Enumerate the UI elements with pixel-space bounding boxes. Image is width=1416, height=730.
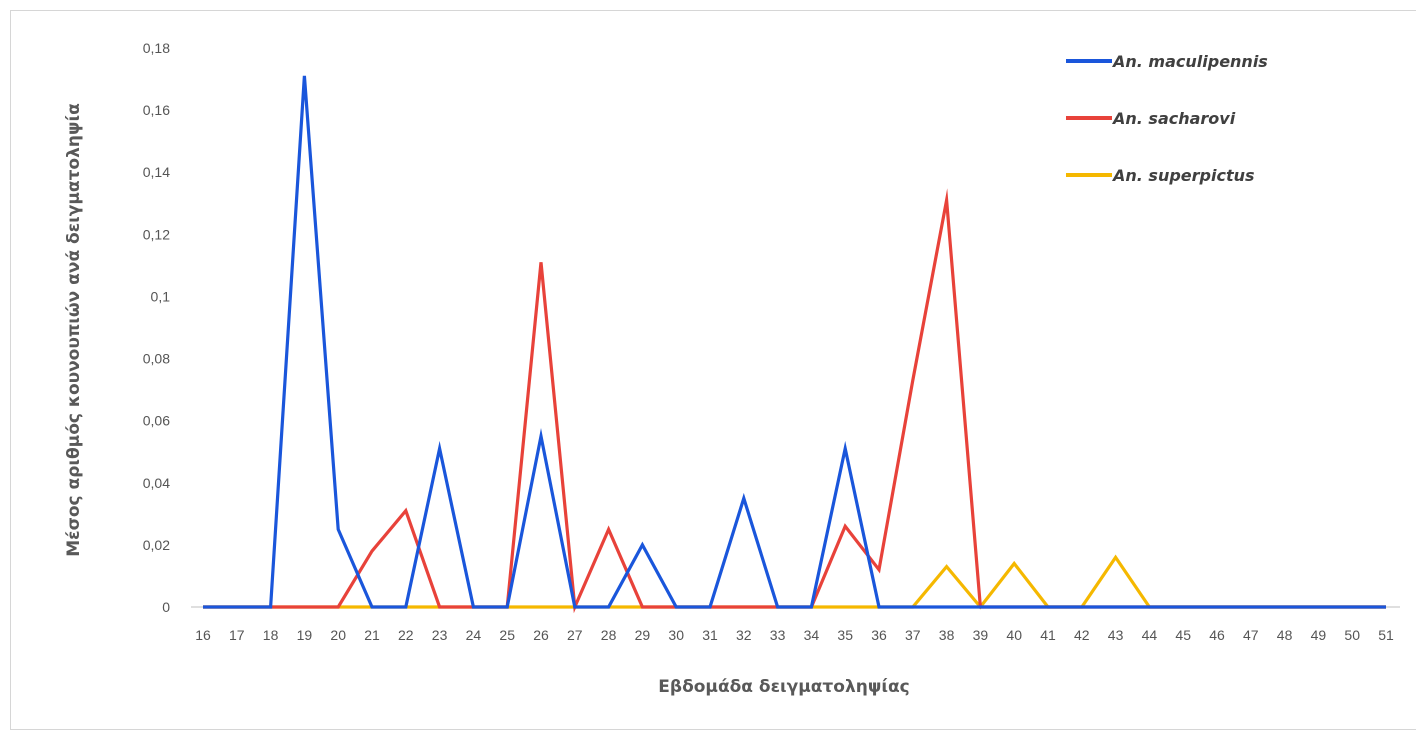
- x-tick-label: 31: [702, 627, 718, 643]
- y-tick-label: 0,12: [143, 226, 170, 242]
- legend-label: An. maculipennis: [1111, 52, 1268, 71]
- x-tick-label: 32: [736, 627, 752, 643]
- y-tick-label: 0: [162, 599, 170, 615]
- chart-frame: [10, 10, 1416, 730]
- x-tick-label: 21: [364, 627, 380, 643]
- x-tick-label: 16: [195, 627, 211, 643]
- x-tick-label: 28: [601, 627, 617, 643]
- x-tick-label: 24: [466, 627, 482, 643]
- series-line-an-superpictus: [203, 554, 1386, 610]
- legend-label: An. superpictus: [1111, 166, 1255, 185]
- x-tick-label: 33: [770, 627, 786, 643]
- x-axis-ticks: 16 17 18 19 20 21 22 23 24 25 26 27 28 29 30 31 32 33 34 35…: [195, 627, 1394, 643]
- y-tick-label: 0,16: [143, 102, 170, 118]
- legend-label: An. sacharovi: [1111, 109, 1236, 128]
- series-line-an-maculipennis: [203, 75, 1386, 609]
- x-tick-label: 26: [533, 627, 549, 643]
- x-axis-title: Εβδομάδα δειγματοληψίας: [658, 677, 909, 697]
- y-tick-label: 0,04: [143, 475, 170, 491]
- x-tick-label: 41: [1040, 627, 1056, 643]
- y-axis-ticks: 0 0,02 0,04 0,06 0,08 0,1 0,12 0,14 0,16 0,18: [143, 40, 170, 615]
- x-tick-label: 37: [905, 627, 921, 643]
- x-tick-label: 34: [804, 627, 820, 643]
- x-tick-label: 39: [973, 627, 989, 643]
- x-tick-label: 51: [1378, 627, 1394, 643]
- series-lines: [203, 75, 1386, 614]
- y-tick-label: 0,06: [143, 413, 170, 429]
- series-line-an-sacharovi: [203, 188, 1386, 614]
- x-tick-label: 45: [1175, 627, 1191, 643]
- x-tick-label: 23: [432, 627, 448, 643]
- x-tick-label: 35: [837, 627, 853, 643]
- x-tick-label: 50: [1344, 627, 1360, 643]
- x-tick-label: 46: [1209, 627, 1225, 643]
- x-tick-label: 30: [668, 627, 684, 643]
- x-tick-label: 19: [297, 627, 313, 643]
- x-tick-label: 27: [567, 627, 583, 643]
- x-tick-label: 47: [1243, 627, 1259, 643]
- y-tick-label: 0,14: [143, 164, 170, 180]
- x-tick-label: 43: [1108, 627, 1124, 643]
- x-tick-label: 38: [939, 627, 955, 643]
- y-axis-title: Μέσος αριθμός κουνουπιών ανά δειγματοληψ…: [64, 103, 84, 557]
- x-tick-label: 49: [1311, 627, 1327, 643]
- x-tick-label: 18: [263, 627, 279, 643]
- x-tick-label: 36: [871, 627, 887, 643]
- x-tick-label: 20: [330, 627, 346, 643]
- x-tick-label: 40: [1006, 627, 1022, 643]
- x-tick-label: 44: [1142, 627, 1158, 643]
- y-tick-label: 0,18: [143, 40, 170, 56]
- line-chart: 00,020,040,060,080,10,120,140,160,18 16 1…: [64, 40, 1400, 697]
- x-tick-label: 29: [635, 627, 651, 643]
- legend: An. maculipennis An. sacharovi An. superpi…: [1066, 52, 1268, 185]
- y-tick-label: 0,08: [143, 351, 170, 367]
- x-tick-label: 42: [1074, 627, 1090, 643]
- x-tick-label: 25: [499, 627, 515, 643]
- y-tick-label: 0,1: [151, 288, 171, 304]
- x-tick-label: 22: [398, 627, 414, 643]
- y-tick-label: 0,02: [143, 537, 170, 553]
- x-tick-label: 48: [1277, 627, 1293, 643]
- x-tick-label: 17: [229, 627, 245, 643]
